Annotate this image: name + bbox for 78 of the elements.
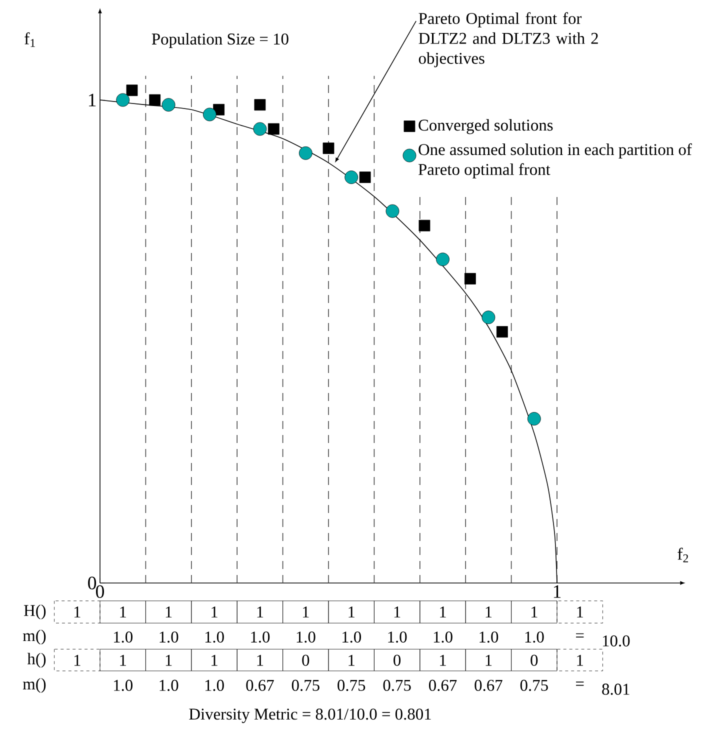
x-axis-title: f$_{2}$	[678, 548, 688, 562]
point	[116, 93, 130, 107]
text: h()	[27, 652, 46, 668]
text: H()	[24, 604, 46, 620]
point	[527, 412, 541, 426]
text: 1.0	[296, 632, 316, 643]
text: 1.0	[525, 632, 544, 643]
text: 1	[531, 606, 538, 618]
text: 1.0	[205, 632, 224, 643]
text: Diversity Metric = 8.01/10.0 = 0.801	[189, 708, 431, 724]
text: 1	[212, 606, 218, 618]
text: 1	[486, 606, 492, 618]
text: m()	[22, 630, 46, 645]
point	[268, 123, 280, 135]
text: 1.0	[388, 632, 407, 643]
point	[202, 108, 216, 122]
text: 1.0	[160, 632, 178, 643]
point	[162, 98, 176, 112]
text: 1	[212, 654, 218, 666]
text: 1.0	[160, 680, 178, 691]
legend-label: One assumed solution in each partition of Pareto optimal front	[418, 143, 692, 178]
text: 0.67	[474, 680, 502, 691]
text: 1	[302, 606, 309, 618]
text: 10.0	[602, 635, 630, 647]
text: 1	[257, 606, 264, 618]
text: 0	[394, 654, 401, 666]
text: Population Size = 10	[152, 33, 288, 48]
text: 1	[440, 654, 446, 666]
point	[322, 142, 334, 154]
point	[386, 204, 400, 218]
text: 0.75	[292, 680, 320, 691]
text: 1	[394, 606, 400, 618]
text: 0	[302, 654, 310, 666]
text: 1.0	[480, 632, 498, 643]
text: 1	[486, 654, 492, 666]
text: 1	[348, 606, 354, 618]
text: 1.0	[342, 632, 361, 643]
point	[298, 146, 312, 160]
text: 0.75	[383, 680, 411, 691]
text: 1.0	[114, 680, 132, 691]
text: 0.67	[428, 680, 457, 691]
text: 1.0	[205, 680, 224, 691]
text: 8.01	[602, 684, 630, 695]
text: 1	[348, 654, 354, 666]
text: 1	[440, 606, 446, 618]
text: 0.75	[520, 680, 548, 691]
text: 1	[166, 606, 172, 618]
annotation: Pareto Optimal front for DLTZ2 and DLTZ3 with 2 objectives	[418, 12, 598, 68]
point	[359, 172, 371, 183]
point	[464, 273, 476, 284]
text: =	[576, 682, 584, 686]
text: 1	[166, 654, 172, 666]
point	[482, 310, 496, 324]
text: 1.0	[114, 632, 132, 643]
text: 1	[74, 654, 80, 666]
text: 1	[577, 654, 583, 666]
point	[344, 170, 358, 184]
text: 0.67	[246, 680, 274, 691]
text: =	[576, 633, 584, 638]
point	[149, 94, 161, 106]
point	[254, 99, 266, 111]
point	[496, 326, 508, 338]
y-axis-title: f$_{1}$	[24, 32, 35, 47]
point	[126, 84, 138, 96]
text: 1.0	[434, 632, 452, 643]
text: 0.75	[338, 680, 366, 691]
text: 1	[74, 606, 80, 618]
point	[436, 252, 450, 266]
point	[253, 122, 267, 136]
text: m()	[22, 678, 46, 693]
text: 0	[530, 654, 538, 666]
text: 1.0	[251, 632, 270, 643]
text: 1	[577, 606, 583, 618]
text: 1	[257, 654, 264, 666]
text: 1	[120, 654, 126, 666]
point	[418, 220, 430, 232]
legend-label: Converged solutions	[418, 119, 553, 134]
text: 1	[120, 606, 126, 618]
